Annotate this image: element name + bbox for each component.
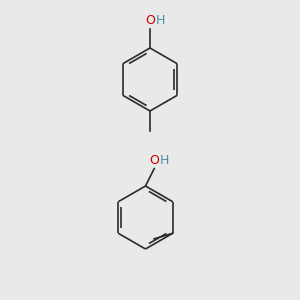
Text: H: H <box>155 14 165 27</box>
Text: O: O <box>145 14 155 27</box>
Text: H: H <box>160 154 169 167</box>
Text: O: O <box>149 154 159 167</box>
